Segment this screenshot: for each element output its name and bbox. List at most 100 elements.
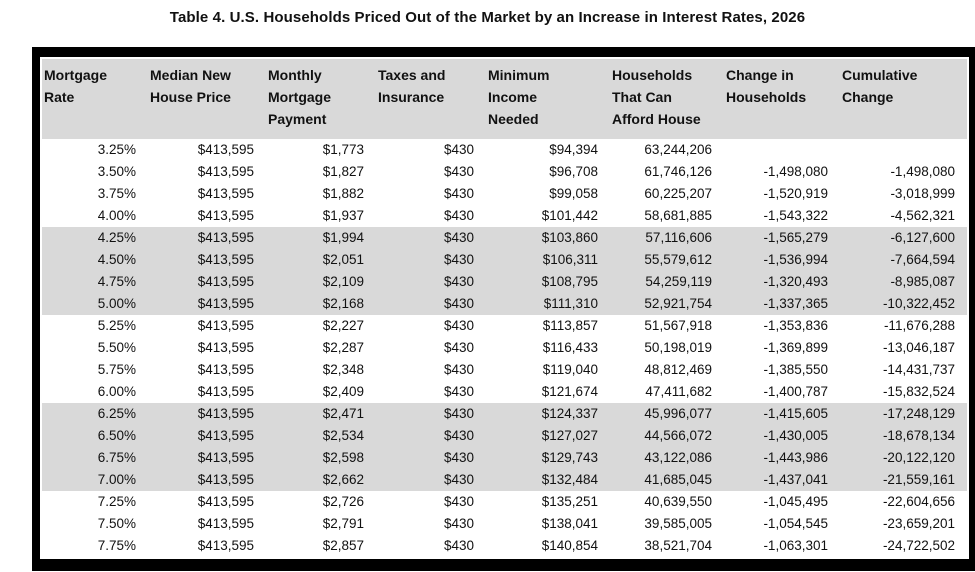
- cell-households-that-can-afford-house: 48,812,469: [644, 362, 712, 377]
- cell-mortgage-rate: 6.25%: [42, 403, 148, 425]
- cell-median-new-house-price: $413,595: [197, 340, 254, 355]
- cell-change-in-households: -1,063,301: [763, 538, 828, 553]
- cell-median-new-house-price: $413,595: [148, 293, 266, 315]
- cell-cumulative-change: -4,562,321: [890, 208, 955, 223]
- cell-households-that-can-afford-house: 40,639,550: [644, 494, 712, 509]
- cell-monthly-mortgage-payment: $1,994: [266, 227, 376, 249]
- cell-change-in-households: -1,536,994: [724, 249, 840, 271]
- cell-change-in-households: -1,353,836: [763, 318, 828, 333]
- cell-taxes-and-insurance: $430: [443, 208, 474, 223]
- cell-median-new-house-price: $413,595: [148, 469, 266, 491]
- cell-minimum-income-needed: $96,708: [549, 164, 598, 179]
- cell-taxes-and-insurance: $430: [443, 164, 474, 179]
- cell-cumulative-change: -14,431,737: [882, 362, 955, 377]
- cell-change-in-households: -1,385,550: [763, 362, 828, 377]
- cell-mortgage-rate: 6.50%: [42, 425, 148, 447]
- column-header-change-in-households: Change in Households: [724, 59, 840, 139]
- cell-change-in-households: -1,543,322: [763, 208, 828, 223]
- cell-cumulative-change: -1,498,080: [890, 164, 955, 179]
- cell-median-new-house-price: $413,595: [197, 494, 254, 509]
- cell-monthly-mortgage-payment: $2,534: [266, 425, 376, 447]
- cell-taxes-and-insurance: $430: [443, 340, 474, 355]
- cell-cumulative-change: -6,127,600: [840, 227, 967, 249]
- cell-minimum-income-needed: $119,040: [542, 362, 598, 377]
- cell-cumulative-change: -8,985,087: [840, 271, 967, 293]
- cell-minimum-income-needed: $140,854: [541, 538, 598, 553]
- cell-cumulative-change: [840, 139, 967, 161]
- table-row: 5.00% $413,595 $2,168 $430 $111,310 52,921,75…: [42, 293, 967, 315]
- cell-households-that-can-afford-house: 61,746,126: [644, 164, 712, 179]
- cell-monthly-mortgage-payment: $2,168: [266, 293, 376, 315]
- cell-cumulative-change: -13,046,187: [882, 340, 955, 355]
- cell-cumulative-change: -3,018,999: [890, 186, 955, 201]
- cell-monthly-mortgage-payment: $2,227: [322, 318, 364, 333]
- cell-households-that-can-afford-house: 43,122,086: [610, 447, 724, 469]
- cell-median-new-house-price: $413,595: [197, 384, 254, 399]
- cell-monthly-mortgage-payment: $2,726: [322, 494, 364, 509]
- cell-households-that-can-afford-house: 63,244,206: [644, 142, 712, 157]
- cell-change-in-households: -1,400,787: [763, 384, 828, 399]
- cell-change-in-households: -1,337,365: [724, 293, 840, 315]
- cell-mortgage-rate: 7.00%: [42, 469, 148, 491]
- cell-taxes-and-insurance: $430: [443, 538, 474, 553]
- cell-median-new-house-price: $413,595: [148, 249, 266, 271]
- cell-monthly-mortgage-payment: $2,409: [322, 384, 364, 399]
- cell-mortgage-rate: 5.00%: [42, 293, 148, 315]
- cell-taxes-and-insurance: $430: [376, 249, 486, 271]
- cell-cumulative-change: -11,676,288: [883, 318, 955, 333]
- cell-median-new-house-price: $413,595: [148, 447, 266, 469]
- cell-households-that-can-afford-house: 55,579,612: [610, 249, 724, 271]
- cell-median-new-house-price: $413,595: [148, 271, 266, 293]
- cell-households-that-can-afford-house: 45,996,077: [610, 403, 724, 425]
- cell-cumulative-change: -10,322,452: [840, 293, 967, 315]
- cell-mortgage-rate: 3.75%: [97, 186, 136, 201]
- cell-mortgage-rate: 4.00%: [97, 208, 136, 223]
- cell-cumulative-change: -20,122,120: [840, 447, 967, 469]
- cell-monthly-mortgage-payment: $2,598: [266, 447, 376, 469]
- cell-monthly-mortgage-payment: $1,882: [322, 186, 364, 201]
- cell-median-new-house-price: $413,595: [197, 538, 254, 553]
- cell-cumulative-change: -24,722,502: [882, 538, 955, 553]
- cell-minimum-income-needed: $108,795: [486, 271, 610, 293]
- cell-cumulative-change: -18,678,134: [840, 425, 967, 447]
- cell-minimum-income-needed: $138,041: [541, 516, 598, 531]
- table-row: 6.75% $413,595 $2,598 $430 $129,743 43,122,08…: [42, 447, 967, 469]
- table-border-frame: Mortgage Rate Median New House Price Month…: [32, 47, 975, 571]
- cell-mortgage-rate: 6.75%: [42, 447, 148, 469]
- cell-monthly-mortgage-payment: $2,109: [266, 271, 376, 293]
- table-row: 7.50% $413,595 $2,791 $430 $138,041 39,585,00…: [42, 513, 967, 535]
- cell-taxes-and-insurance: $430: [376, 469, 486, 491]
- cell-taxes-and-insurance: $430: [376, 425, 486, 447]
- cell-change-in-households: -1,565,279: [724, 227, 840, 249]
- cell-taxes-and-insurance: $430: [376, 447, 486, 469]
- column-header-mortgage-rate: Mortgage Rate: [42, 59, 148, 139]
- table-row: 6.00% $413,595 $2,409 $430 $121,674 47,411,68…: [42, 381, 967, 403]
- table-row: 5.25% $413,595 $2,227 $430 $113,857 51,567,91…: [42, 315, 967, 337]
- table-row: 5.50% $413,595 $2,287 $430 $116,433 50,198,01…: [42, 337, 967, 359]
- cell-cumulative-change: -15,832,524: [882, 384, 955, 399]
- cell-mortgage-rate: 3.50%: [97, 164, 136, 179]
- cell-change-in-households: -1,430,005: [724, 425, 840, 447]
- cell-households-that-can-afford-house: 52,921,754: [610, 293, 724, 315]
- table-row: 6.25% $413,595 $2,471 $430 $124,337 45,996,07…: [42, 403, 967, 425]
- page-title: Table 4. U.S. Households Priced Out of t…: [169, 9, 806, 26]
- cell-mortgage-rate: 5.25%: [97, 318, 136, 333]
- column-header-median-new-house-price: Median New House Price: [148, 59, 266, 139]
- cell-mortgage-rate: 7.25%: [97, 494, 136, 509]
- cell-monthly-mortgage-payment: $1,827: [322, 164, 364, 179]
- cell-minimum-income-needed: $94,394: [549, 142, 598, 157]
- cell-median-new-house-price: $413,595: [148, 227, 266, 249]
- cell-change-in-households: -1,437,041: [724, 469, 840, 491]
- cell-monthly-mortgage-payment: $2,791: [322, 516, 364, 531]
- cell-mortgage-rate: 4.25%: [42, 227, 148, 249]
- cell-minimum-income-needed: $132,484: [486, 469, 610, 491]
- cell-taxes-and-insurance: $430: [443, 186, 474, 201]
- cell-taxes-and-insurance: $430: [443, 384, 474, 399]
- cell-taxes-and-insurance: $430: [376, 271, 486, 293]
- table-row: 4.25% $413,595 $1,994 $430 $103,860 57,116,60…: [42, 227, 967, 249]
- cell-households-that-can-afford-house: 57,116,606: [610, 227, 724, 249]
- cell-monthly-mortgage-payment: $2,051: [266, 249, 376, 271]
- cell-change-in-households: -1,443,986: [724, 447, 840, 469]
- cell-households-that-can-afford-house: 38,521,704: [644, 538, 712, 553]
- cell-monthly-mortgage-payment: $2,471: [266, 403, 376, 425]
